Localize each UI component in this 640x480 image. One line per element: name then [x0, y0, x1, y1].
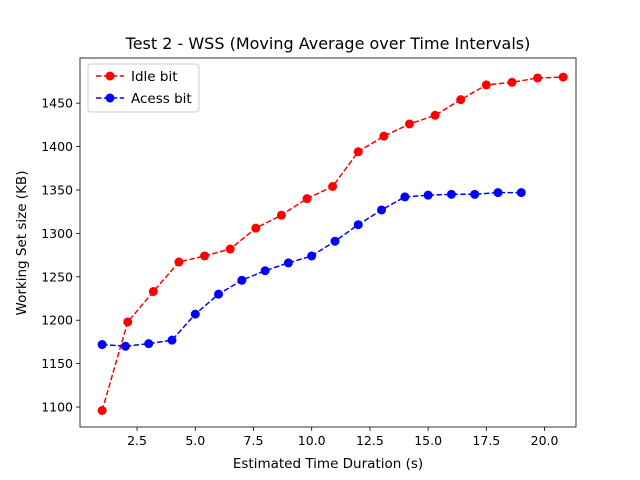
data-point: [190, 309, 200, 319]
data-point: [214, 289, 224, 299]
data-point: [167, 335, 177, 345]
x-tick-label: 15.0: [414, 433, 442, 448]
data-point: [225, 244, 235, 254]
data-point: [174, 257, 184, 267]
data-point: [400, 192, 410, 202]
data-point: [533, 73, 543, 83]
y-tick-label: 1400: [41, 139, 73, 154]
data-point: [97, 406, 107, 416]
plot-area: 2.5 5.0 7.5 10.0 12.5 15.0 17.5 20.0 1100 1150 120…: [41, 57, 577, 448]
data-point: [379, 131, 389, 141]
legend-label: Acess bit: [131, 91, 192, 107]
data-point: [200, 251, 210, 261]
legend-marker: [105, 93, 115, 103]
data-point: [307, 251, 317, 261]
data-point: [507, 77, 517, 87]
data-point: [260, 266, 270, 276]
y-tick-label: 1200: [41, 313, 73, 328]
y-tick-label: 1150: [41, 356, 73, 371]
data-point: [377, 205, 387, 215]
series-line-2: [102, 191, 522, 348]
data-point: [423, 190, 433, 200]
data-point: [251, 223, 261, 233]
data-point: [237, 275, 247, 285]
data-point: [97, 340, 107, 350]
legend-label: Idle bit: [131, 69, 178, 85]
data-point: [558, 72, 568, 82]
data-point: [283, 258, 293, 268]
data-point: [276, 210, 286, 220]
data-point: [516, 188, 526, 198]
x-tick-label: 20.0: [531, 433, 559, 448]
data-point: [353, 220, 363, 230]
data-point: [481, 80, 491, 90]
data-point: [120, 341, 130, 351]
data-point: [330, 236, 340, 246]
data-point: [148, 287, 158, 297]
y-tick-label: 1300: [41, 226, 73, 241]
x-tick-label: 12.5: [356, 433, 384, 448]
y-tick-label: 1100: [41, 400, 73, 415]
data-point: [144, 339, 154, 349]
axes-frame: [79, 57, 577, 428]
data-point: [470, 189, 480, 199]
data-point: [430, 110, 440, 120]
data-point: [493, 188, 503, 198]
data-point: [328, 181, 338, 191]
chart-title: Test 2 - WSS (Moving Average over Time I…: [125, 34, 531, 53]
x-tick-label: 17.5: [472, 433, 500, 448]
data-point: [446, 189, 456, 199]
y-tick-label: 1450: [41, 96, 73, 111]
data-point: [405, 119, 415, 129]
data-point: [123, 317, 133, 327]
x-axis-label: Estimated Time Duration (s): [233, 456, 423, 472]
x-tick-label: 10.0: [298, 433, 326, 448]
y-tick-label: 1250: [41, 269, 73, 284]
legend: Idle bit Acess bit: [87, 63, 200, 113]
data-point: [302, 194, 312, 204]
x-tick-label: 5.0: [185, 433, 205, 448]
x-tick-label: 2.5: [127, 433, 147, 448]
data-point: [353, 147, 363, 157]
data-point: [456, 95, 466, 105]
legend-marker: [105, 71, 115, 81]
y-tick-label: 1350: [41, 182, 73, 197]
y-axis-label: Working Set size (KB): [14, 171, 30, 316]
x-tick-label: 7.5: [244, 433, 264, 448]
